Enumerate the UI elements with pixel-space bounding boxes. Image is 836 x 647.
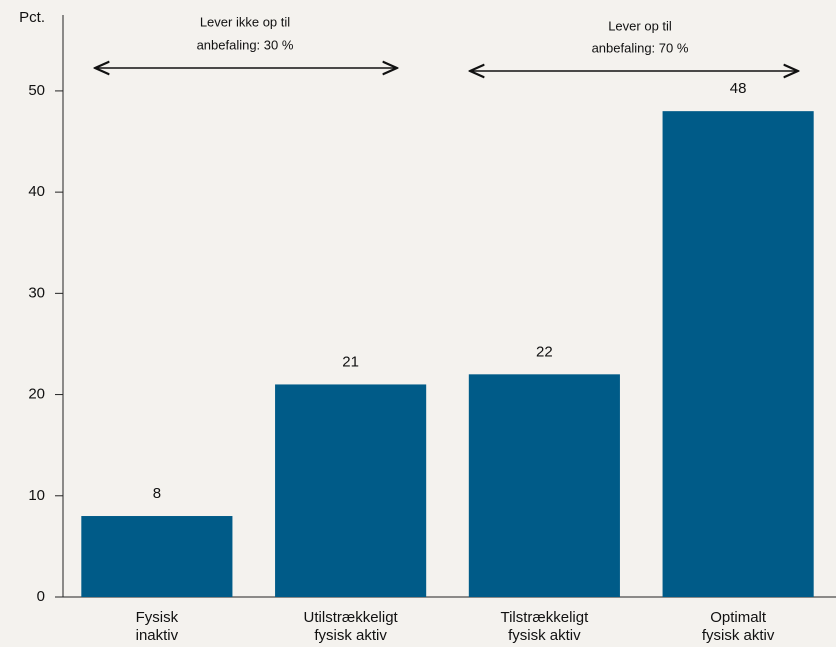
y-tick-label: 50 — [28, 82, 45, 99]
x-tick-label: inaktiv — [136, 627, 179, 644]
x-tick-label: Utilstrækkeligt — [304, 609, 399, 626]
value-label: 8 — [153, 485, 161, 502]
y-tick-label: 30 — [28, 284, 45, 301]
annotation: Lever ikke op til — [200, 14, 290, 29]
value-label: 48 — [730, 80, 747, 97]
x-tick-label: Fysisk — [136, 609, 179, 626]
y-tick-label: 10 — [28, 487, 45, 504]
annotation: anbefaling: 30 % — [197, 37, 294, 52]
x-tick-label: Optimalt — [710, 609, 767, 626]
bar — [468, 374, 620, 597]
value-label: 21 — [342, 353, 359, 370]
annotation: anbefaling: 70 % — [592, 40, 689, 55]
y-tick-label: 0 — [37, 588, 45, 605]
x-tick-label: fysisk aktiv — [508, 627, 581, 644]
x-tick-label: Tilstrækkeligt — [500, 609, 589, 626]
y-axis-label: Pct. — [19, 9, 45, 26]
bar — [81, 516, 233, 597]
x-tick-label: fysisk aktiv — [702, 627, 775, 644]
y-tick-label: 40 — [28, 183, 45, 200]
bar — [662, 111, 814, 597]
x-tick-label: fysisk aktiv — [314, 627, 387, 644]
bar — [275, 384, 427, 597]
annotation: Lever op til — [608, 18, 672, 33]
value-label: 22 — [536, 343, 553, 360]
y-tick-label: 20 — [28, 386, 45, 403]
